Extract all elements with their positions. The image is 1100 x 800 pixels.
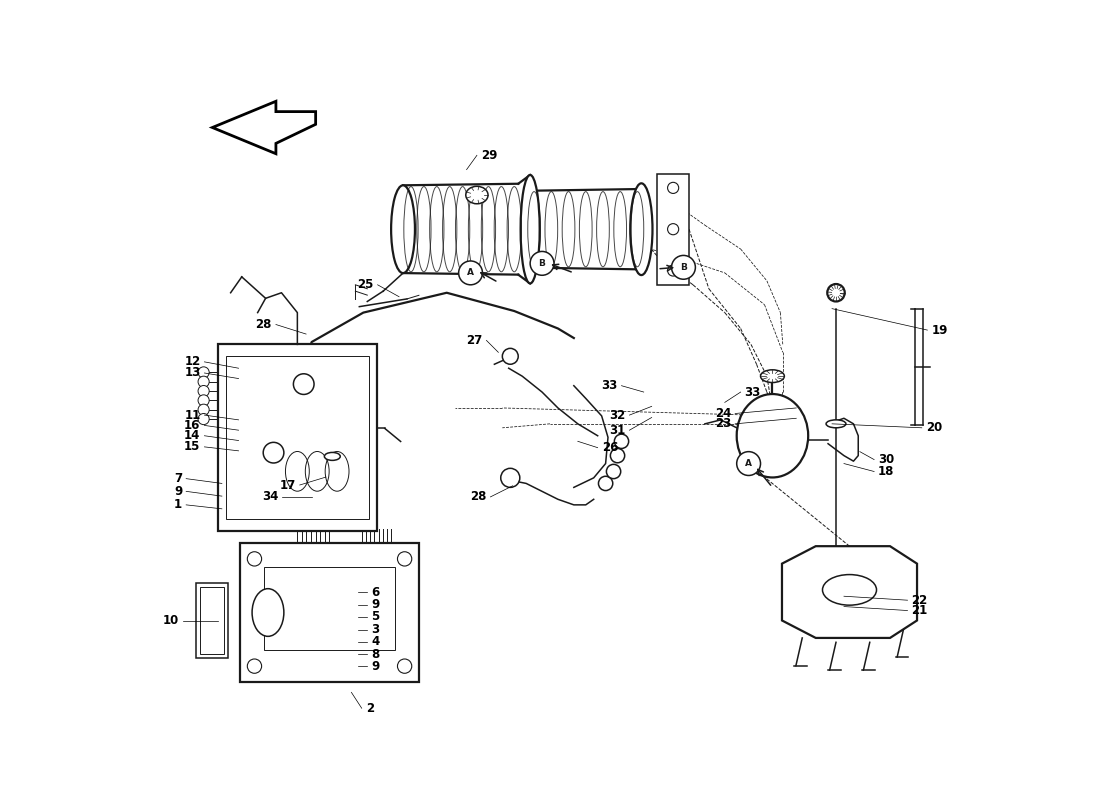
Text: 11: 11 [184,409,200,422]
Ellipse shape [392,186,415,273]
Circle shape [397,552,411,566]
Text: 16: 16 [184,419,200,432]
Circle shape [737,452,760,475]
Text: 5: 5 [372,610,379,623]
Text: 9: 9 [174,485,183,498]
Text: 7: 7 [174,472,183,485]
Circle shape [459,261,483,285]
Text: 33: 33 [602,379,617,392]
Circle shape [397,659,411,674]
Circle shape [672,255,695,279]
Circle shape [248,659,262,674]
Ellipse shape [520,175,540,283]
Text: 29: 29 [481,149,497,162]
Circle shape [503,348,518,364]
Text: 30: 30 [878,453,894,466]
Ellipse shape [760,370,784,382]
Circle shape [263,442,284,463]
Circle shape [198,404,209,415]
Text: 4: 4 [372,635,379,648]
Ellipse shape [252,589,284,636]
Text: 34: 34 [262,490,278,503]
Text: 9: 9 [372,598,379,611]
Text: 21: 21 [912,604,927,617]
Circle shape [294,374,315,394]
Text: 14: 14 [184,430,200,442]
Bar [658,174,689,285]
Circle shape [198,395,209,406]
Text: 13: 13 [184,366,200,379]
Circle shape [198,367,209,378]
Text: 2: 2 [365,702,374,714]
Ellipse shape [465,186,488,204]
Text: B: B [539,259,546,268]
Circle shape [198,376,209,387]
Text: 17: 17 [279,478,296,491]
Text: 1: 1 [174,498,183,511]
Text: 24: 24 [715,407,732,420]
Text: 33: 33 [745,386,761,398]
Circle shape [248,552,262,566]
Text: 28: 28 [255,318,272,331]
Text: B: B [680,263,686,272]
Text: 26: 26 [602,441,618,454]
Polygon shape [212,102,316,154]
Text: 19: 19 [932,323,948,337]
Text: 32: 32 [609,409,626,422]
Text: 15: 15 [184,440,200,454]
Circle shape [198,386,209,397]
Ellipse shape [324,453,340,460]
Text: 23: 23 [715,418,732,430]
Text: 10: 10 [163,614,179,627]
Circle shape [598,476,613,490]
Ellipse shape [737,394,808,478]
Text: A: A [468,268,474,278]
Circle shape [500,468,520,487]
Text: 28: 28 [470,490,486,503]
Text: 8: 8 [372,648,379,661]
Text: 3: 3 [372,623,379,636]
Ellipse shape [823,574,877,605]
Bar [218,344,377,531]
Bar [197,582,229,658]
Text: 9: 9 [372,660,379,673]
Text: 12: 12 [184,355,200,368]
Bar [226,356,368,519]
Text: 20: 20 [926,422,942,434]
Circle shape [530,251,554,275]
Ellipse shape [630,183,652,275]
Ellipse shape [827,284,845,302]
Ellipse shape [826,420,846,428]
Text: 18: 18 [878,465,894,478]
Text: 6: 6 [372,586,379,598]
Circle shape [606,464,620,478]
Text: 22: 22 [912,594,927,606]
Text: 31: 31 [609,424,626,437]
Text: 27: 27 [466,334,483,347]
Circle shape [610,449,625,462]
Polygon shape [782,546,917,638]
Circle shape [614,434,629,449]
Bar [240,543,419,682]
Text: 25: 25 [358,278,374,291]
Circle shape [198,414,209,425]
Bar [264,567,395,650]
Bar [200,586,224,654]
Text: A: A [745,459,752,468]
